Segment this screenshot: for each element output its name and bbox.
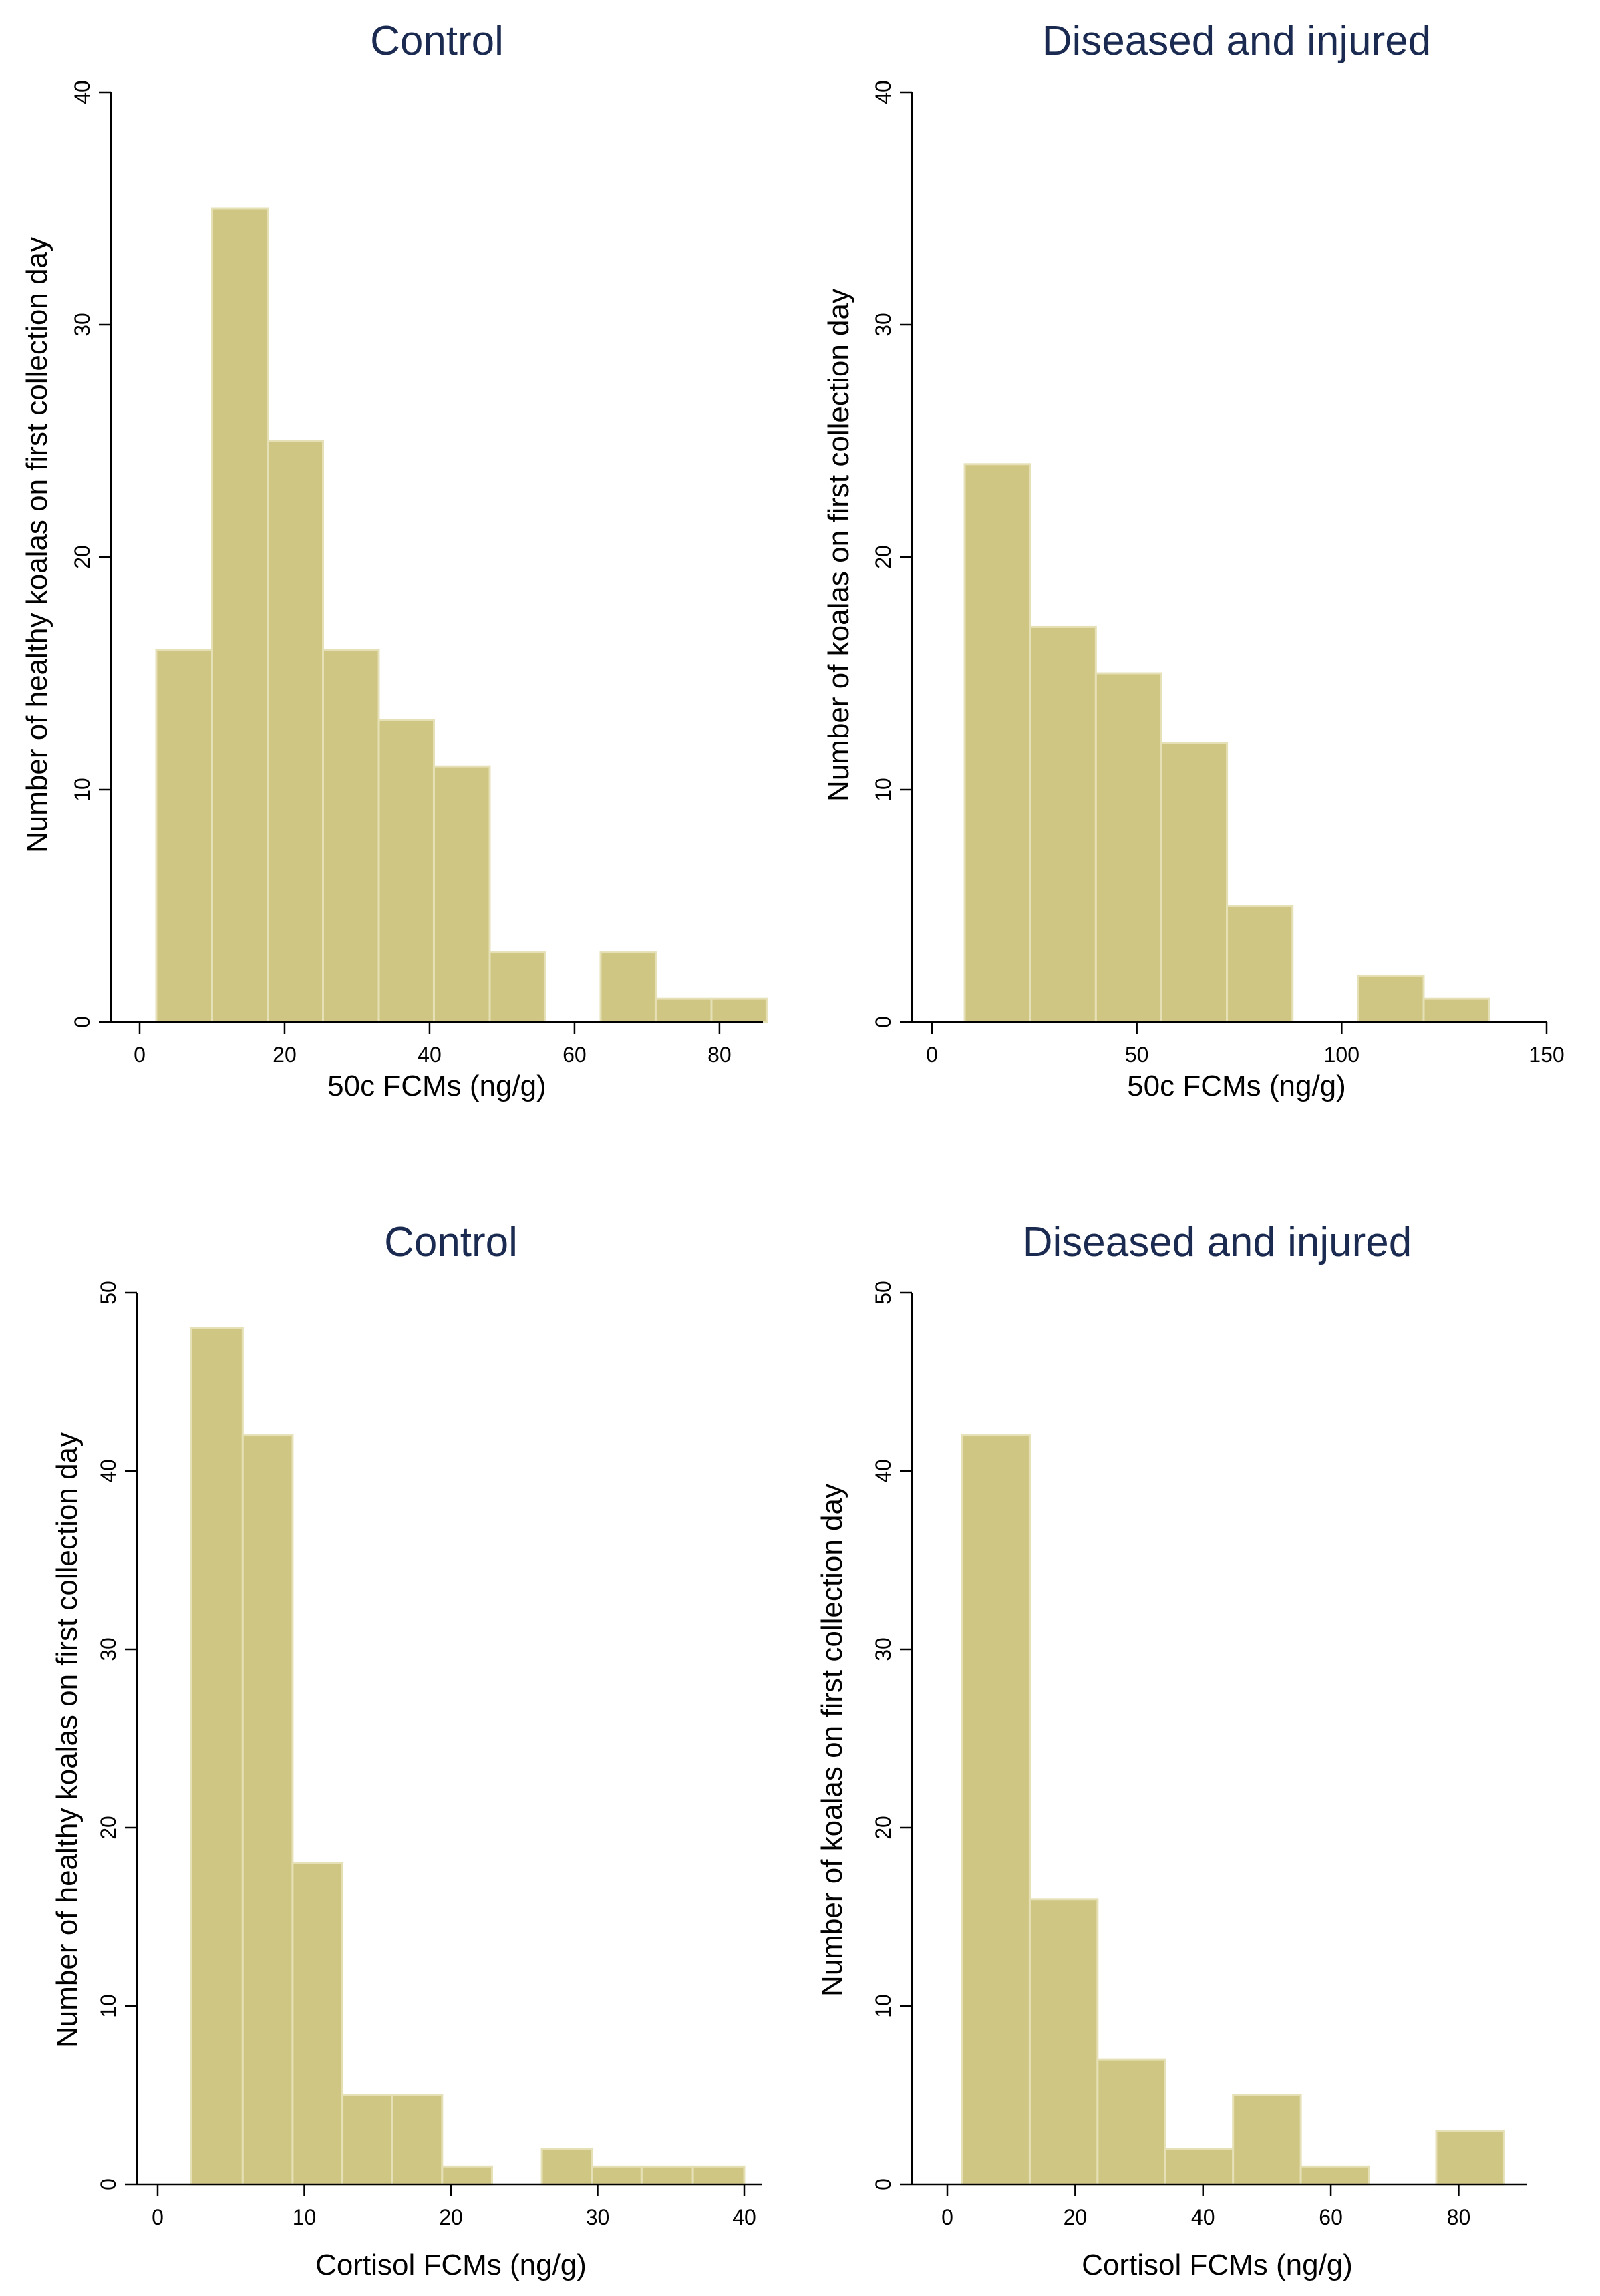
x-tick-label: 0	[152, 2205, 164, 2229]
histogram-bar	[1029, 625, 1097, 1023]
y-tick-label: 0	[70, 1016, 94, 1028]
histogram-bar	[210, 207, 269, 1023]
y-tick-label: 30	[96, 1637, 120, 1661]
histogram-bar	[1299, 2165, 1370, 2186]
y-axis-label: Number of healthy koalas on first collec…	[51, 1432, 84, 2048]
y-tick-label: 40	[70, 80, 94, 104]
x-tick-label: 60	[1319, 2205, 1343, 2229]
histogram-bar	[321, 649, 380, 1023]
y-tick-label: 30	[871, 313, 895, 337]
y-tick-label: 0	[871, 1016, 895, 1028]
chart-title: Diseased and injured	[1042, 18, 1432, 64]
histogram-bar	[1164, 2148, 1235, 2186]
x-tick-label: 20	[273, 1043, 297, 1067]
x-tick-label: 10	[293, 2205, 317, 2229]
x-tick-label: 30	[586, 2205, 610, 2229]
histogram-bar	[591, 2165, 643, 2186]
x-tick-label: 0	[926, 1043, 938, 1067]
panel-bottom-right: 0 10 20 30 40 50 0 20 40 60 80 Diseased and injured…	[816, 1219, 1527, 2281]
x-tick-label: 0	[941, 2205, 953, 2229]
x-tick-label: 50	[1125, 1043, 1149, 1067]
histogram-bar	[1096, 2058, 1166, 2186]
chart-title: Diseased and injured	[1023, 1219, 1412, 1265]
y-tick-label: 40	[96, 1459, 120, 1483]
y-axis-label: Number of healthy koalas on first collec…	[21, 237, 53, 853]
histogram-bar	[241, 1434, 294, 2186]
x-axis-label: 50c FCMs (ng/g)	[1127, 1070, 1346, 1102]
y-tick-label: 10	[70, 778, 94, 802]
y-tick-label: 30	[871, 1637, 895, 1661]
x-tick-label: 60	[563, 1043, 587, 1067]
x-axis-label: Cortisol FCMs (ng/g)	[1082, 2249, 1353, 2281]
histogram-bar	[961, 1434, 1031, 2186]
x-tick-label: 40	[1191, 2205, 1215, 2229]
x-tick-label: 20	[439, 2205, 463, 2229]
y-tick-label: 10	[871, 778, 895, 802]
x-tick-label: 40	[732, 2205, 756, 2229]
histogram-bar	[1435, 2130, 1505, 2186]
histogram-bar	[1357, 974, 1425, 1023]
x-tick-label: 0	[134, 1043, 146, 1067]
histogram-bar	[488, 951, 546, 1023]
y-axis-label: Number of koalas on first collection day	[816, 1484, 848, 1997]
x-axis-label: 50c FCMs (ng/g)	[327, 1070, 546, 1102]
y-tick-label: 20	[871, 1816, 895, 1840]
y-axis-label: Number of koalas on first collection day	[822, 289, 855, 802]
x-tick-label: 20	[1064, 2205, 1088, 2229]
histogram-bar	[654, 997, 713, 1023]
histogram-bar	[963, 463, 1031, 1023]
histogram-bar	[710, 997, 768, 1023]
histogram-bar	[1232, 2094, 1302, 2186]
y-tick-label: 30	[70, 313, 94, 337]
y-tick-label: 40	[871, 80, 895, 104]
y-tick-label: 10	[871, 1994, 895, 2018]
y-tick-label: 0	[871, 2178, 895, 2190]
histogram-bar	[1160, 742, 1229, 1023]
x-tick-label: 80	[1447, 2205, 1471, 2229]
panel-top-right: 0 10 20 30 40 0 50 100 150 Diseased and injured 50…	[822, 18, 1565, 1102]
y-tick-label: 20	[70, 545, 94, 569]
x-tick-label: 40	[418, 1043, 442, 1067]
histogram-bar	[377, 719, 435, 1023]
histogram-bar	[640, 2165, 694, 2186]
histogram-bar	[391, 2094, 444, 2186]
chart-title: Control	[384, 1219, 518, 1265]
y-tick-label: 50	[871, 1281, 895, 1305]
histogram-bar	[441, 2165, 493, 2186]
x-tick-label: 80	[707, 1043, 732, 1067]
y-tick-label: 50	[96, 1281, 120, 1305]
histogram-bar	[1226, 905, 1294, 1023]
histogram-bar	[691, 2165, 746, 2186]
chart-title: Control	[370, 18, 504, 64]
x-tick-label: 100	[1324, 1043, 1359, 1067]
histogram-bar	[341, 2094, 393, 2186]
histogram-bar	[267, 440, 324, 1023]
x-axis-label: Cortisol FCMs (ng/g)	[315, 2249, 587, 2281]
histogram-bar	[291, 1862, 344, 2186]
y-tick-label: 0	[96, 2178, 120, 2190]
panel-bottom-left: 0 10 20 30 40 50 0 10 20 30 40 Control Cortisol FCMs…	[51, 1219, 762, 2281]
histogram-bar	[599, 951, 657, 1023]
histogram-bar	[432, 765, 491, 1023]
histogram-bar	[1422, 997, 1490, 1023]
y-tick-label: 10	[96, 1994, 120, 2018]
histogram-bar	[190, 1327, 244, 2186]
histogram-bar	[540, 2148, 593, 2186]
histogram-bar	[1028, 1898, 1099, 2186]
y-tick-label: 20	[871, 545, 895, 569]
y-tick-label: 20	[96, 1816, 120, 1840]
panel-top-left: 0 10 20 30 40 0 20 40 60 80 Control 50c FCMs (ng/g)…	[21, 18, 768, 1102]
y-tick-label: 40	[871, 1459, 895, 1483]
histogram-bar	[1094, 672, 1162, 1023]
histogram-bar	[155, 649, 213, 1023]
x-tick-label: 150	[1529, 1043, 1564, 1067]
